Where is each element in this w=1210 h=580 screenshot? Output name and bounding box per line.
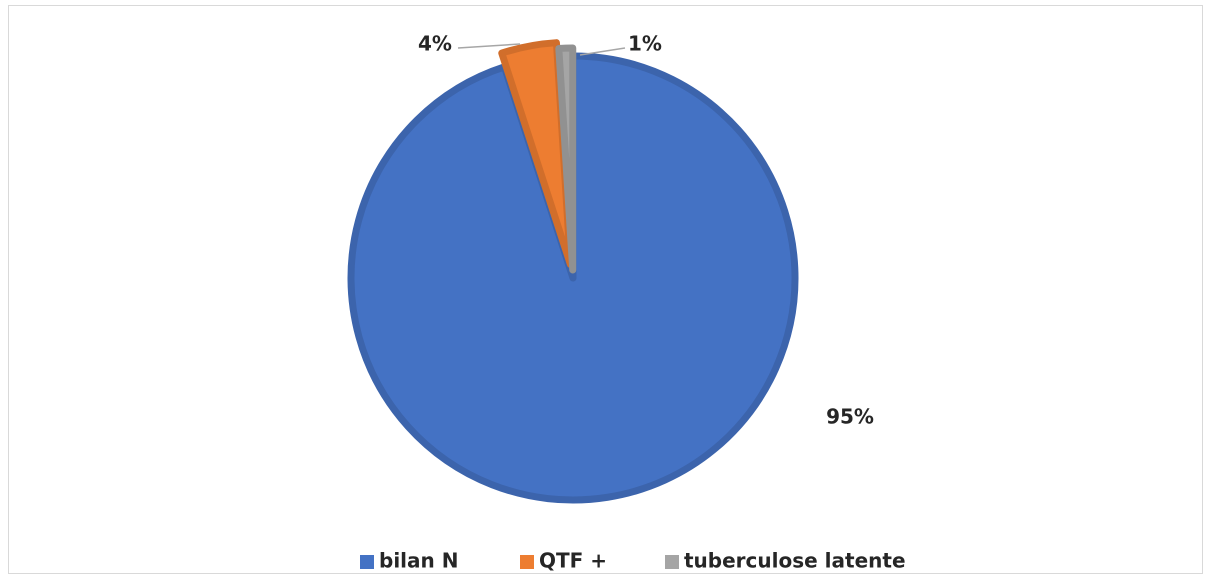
legend-label: QTF + xyxy=(539,549,607,573)
legend-swatch xyxy=(665,555,679,569)
data-label: 95% xyxy=(826,405,874,429)
leader-line xyxy=(457,43,521,49)
legend-swatch xyxy=(360,555,374,569)
leader-line xyxy=(579,47,626,56)
legend-swatch xyxy=(520,555,534,569)
data-label: 1% xyxy=(628,32,662,56)
pie-slice xyxy=(347,52,799,504)
legend-label: tuberculose latente xyxy=(684,549,906,573)
data-label: 4% xyxy=(418,32,452,56)
pie-slice xyxy=(555,44,577,274)
pie-slice xyxy=(498,39,574,268)
legend-label: bilan N xyxy=(379,549,458,573)
